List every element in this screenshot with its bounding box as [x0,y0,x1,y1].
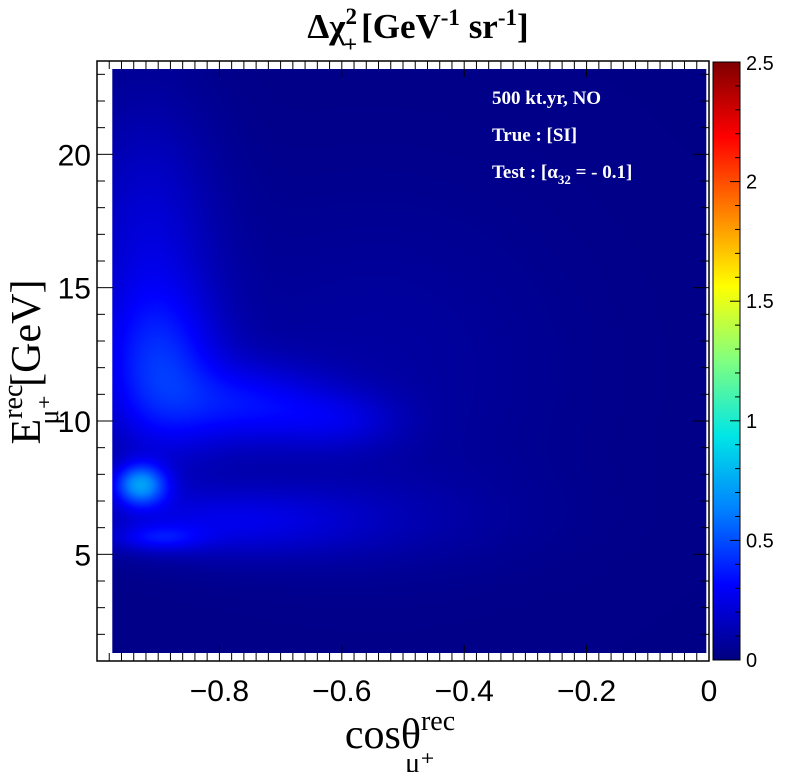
x-tick-label: −0.8 [190,675,249,708]
y-tick-label: 10 [58,406,91,439]
y-tick-label: 15 [58,273,91,306]
y-axis-ticks: 5 10 15 20 [58,73,709,662]
color-bar-tick-label: 0 [746,650,757,672]
color-bar-tick-label: 0.5 [746,530,774,552]
y-tick-label: 20 [58,139,91,172]
color-bar-tick-label: 2.5 [746,53,774,75]
chart-title: Δχ2 + [GeV-1 sr-1] [307,4,528,57]
color-bar-tick-label: 2 [746,172,757,194]
color-bar-tick-label: 1 [746,411,757,433]
color-bar-tick-label: 1.5 [746,291,774,313]
x-tick-label: −0.2 [557,675,616,708]
x-tick-label: −0.6 [312,675,371,708]
annotation-true: True : [SI] [492,125,577,146]
annotation-test: Test : [α32 = - 0.1] [492,162,632,187]
annotation-exposure: 500 kt.yr, NO [492,88,601,109]
annotation-box: 500 kt.yr, NO True : [SI] Test : [α32 = … [492,88,632,187]
x-tick-label: 0 [701,675,718,708]
x-tick-label: −0.4 [435,675,494,708]
x-axis-label: cosθrec μ⁺ [345,706,455,772]
heatmap-image [112,69,707,653]
y-axis-label: Erec μ⁺[GeV] [0,280,65,445]
x-axis-ticks: −0.8 −0.6 −0.4 −0.2 0 [96,61,718,708]
color-bar-ticks: 0 0.5 1 1.5 2 2.5 [730,53,774,672]
color-bar [712,61,741,661]
y-tick-label: 5 [74,539,91,572]
